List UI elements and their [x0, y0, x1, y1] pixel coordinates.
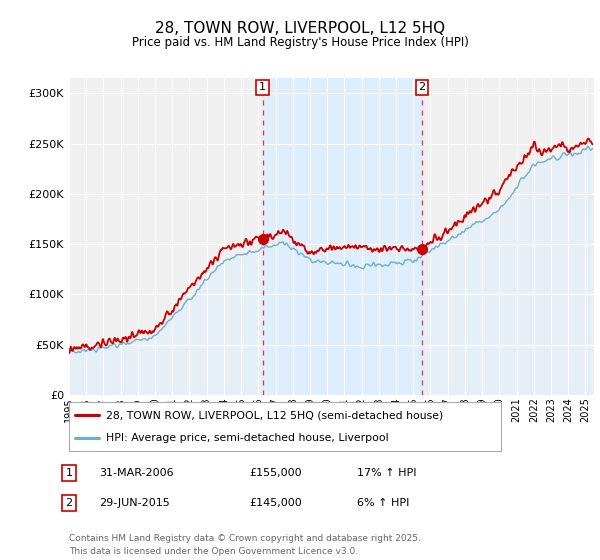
Text: £145,000: £145,000	[249, 498, 302, 508]
Text: 6% ↑ HPI: 6% ↑ HPI	[357, 498, 409, 508]
Text: Contains HM Land Registry data © Crown copyright and database right 2025.
This d: Contains HM Land Registry data © Crown c…	[69, 534, 421, 556]
Text: 31-MAR-2006: 31-MAR-2006	[99, 468, 173, 478]
Text: 2: 2	[65, 498, 73, 508]
Text: £155,000: £155,000	[249, 468, 302, 478]
Text: 1: 1	[65, 468, 73, 478]
Text: 28, TOWN ROW, LIVERPOOL, L12 5HQ (semi-detached house): 28, TOWN ROW, LIVERPOOL, L12 5HQ (semi-d…	[106, 410, 443, 421]
Text: 17% ↑ HPI: 17% ↑ HPI	[357, 468, 416, 478]
Text: 2: 2	[418, 82, 425, 92]
Text: 28, TOWN ROW, LIVERPOOL, L12 5HQ: 28, TOWN ROW, LIVERPOOL, L12 5HQ	[155, 21, 445, 36]
Text: 1: 1	[259, 82, 266, 92]
Text: 29-JUN-2015: 29-JUN-2015	[99, 498, 170, 508]
Text: HPI: Average price, semi-detached house, Liverpool: HPI: Average price, semi-detached house,…	[106, 433, 388, 444]
Bar	[263, 78, 422, 395]
Text: Price paid vs. HM Land Registry's House Price Index (HPI): Price paid vs. HM Land Registry's House …	[131, 36, 469, 49]
